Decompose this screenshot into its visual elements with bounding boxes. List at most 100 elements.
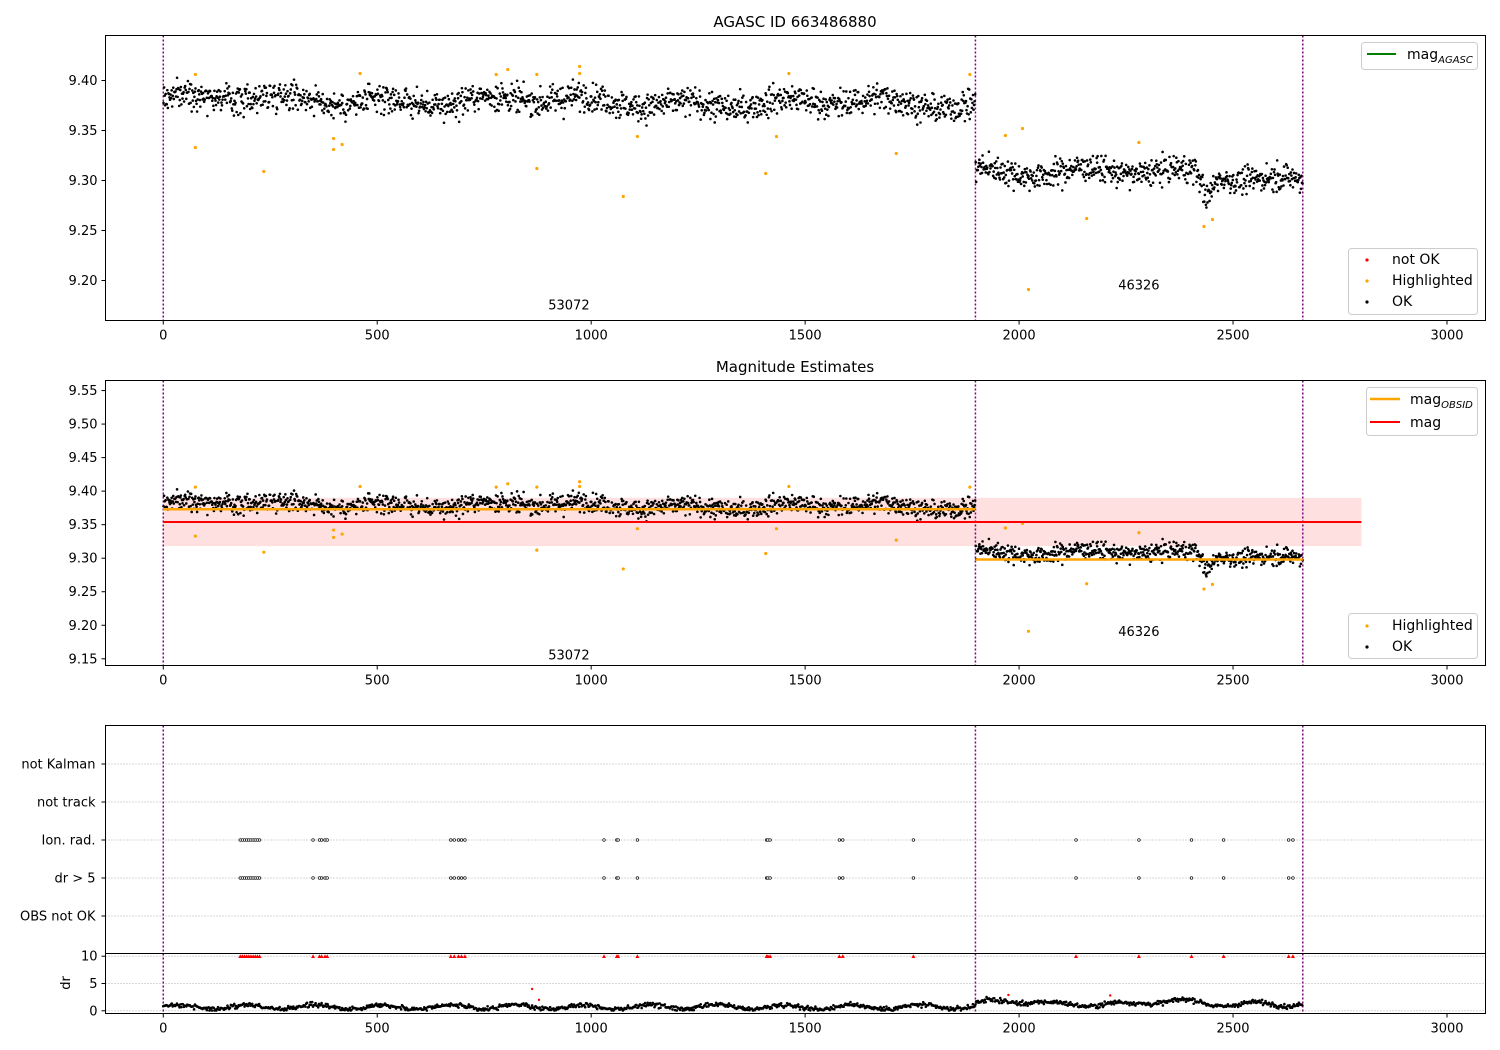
ok-point [1150, 159, 1153, 162]
ok-point [842, 497, 845, 500]
ok-point [1205, 560, 1209, 564]
ok-point [953, 111, 956, 114]
p1-ok-points [162, 76, 1304, 209]
ok-point [278, 83, 282, 86]
ok-point [393, 108, 397, 111]
ok-point [1041, 173, 1045, 177]
ok-point [1017, 165, 1021, 168]
highlighted-point [1085, 216, 1089, 221]
ok-point [1009, 166, 1012, 170]
ok-point [229, 99, 232, 103]
ok-point [718, 500, 722, 503]
dr-point [471, 1005, 475, 1008]
ok-point [261, 103, 264, 107]
legend-ok-marker [1365, 300, 1369, 304]
ok-point [239, 511, 242, 515]
ok-point [906, 99, 909, 103]
ok-point [230, 107, 234, 110]
ok-point [1245, 553, 1249, 557]
dr-point [569, 1005, 572, 1009]
ok-point [962, 93, 966, 97]
ok-point [285, 103, 288, 107]
ok-point [423, 105, 426, 109]
ok-point [1222, 561, 1226, 565]
ok-point [1279, 187, 1282, 190]
ok-point [286, 89, 289, 93]
ok-point [354, 113, 358, 116]
ok-point [508, 107, 512, 111]
ok-point [473, 103, 476, 106]
ok-point [293, 91, 296, 94]
ok-point [873, 102, 877, 106]
ok-point [849, 511, 853, 514]
dr-point [285, 1009, 288, 1012]
ok-point [358, 500, 362, 503]
ok-point [416, 101, 420, 104]
ok-point [515, 110, 518, 114]
ok-point [744, 504, 748, 507]
ok-point [918, 509, 922, 513]
ok-point [580, 90, 584, 94]
ok-point [591, 110, 594, 113]
x-tick-label-3: 1500 [789, 329, 822, 344]
ok-point [528, 93, 532, 97]
ok-point [659, 99, 662, 103]
ok-point [1247, 549, 1250, 553]
ok-point [675, 108, 679, 112]
ok-point [302, 96, 306, 100]
ok-point [747, 111, 751, 115]
ok-point [550, 501, 554, 504]
ok-point [802, 498, 806, 502]
ok-point [1191, 543, 1194, 547]
ok-point [1210, 567, 1214, 571]
ok-point [489, 92, 492, 95]
ok-point [737, 503, 740, 507]
ok-point [1248, 184, 1252, 188]
ok-point [962, 499, 966, 503]
ok-point [961, 497, 965, 501]
ok-point [1068, 158, 1071, 162]
ok-point [1290, 174, 1293, 177]
ok-point [1072, 165, 1075, 169]
ok-point [467, 496, 470, 500]
ok-point [410, 107, 413, 110]
ok-point [1064, 547, 1068, 550]
ok-point [475, 96, 479, 100]
ok-point [641, 109, 645, 113]
ok-point [305, 505, 309, 509]
ok-point [471, 493, 475, 497]
ok-point [548, 85, 552, 88]
ok-point [1161, 171, 1165, 175]
ok-point [400, 99, 404, 103]
ok-point [514, 500, 518, 504]
ok-point [1210, 183, 1214, 187]
ok-point [1289, 171, 1293, 174]
ok-point [361, 501, 365, 504]
flag-label-2: Ion. rad. [42, 834, 96, 849]
ok-point [501, 87, 504, 90]
ok-point [711, 103, 715, 106]
ok-point [993, 166, 997, 170]
ok-point [964, 99, 968, 103]
highlighted-point [764, 551, 768, 556]
ok-point [781, 503, 784, 507]
ok-point [916, 112, 920, 115]
ok-point [1289, 551, 1293, 555]
ok-point [947, 104, 951, 107]
ok-point [1197, 553, 1201, 556]
ok-point [1246, 163, 1249, 166]
ok-point [1228, 174, 1231, 178]
ok-point [358, 94, 362, 98]
ok-point [264, 503, 267, 507]
ok-point [195, 102, 198, 106]
ok-point [170, 496, 173, 500]
ok-point [822, 502, 825, 505]
ok-point [499, 500, 503, 504]
highlighted-point [635, 134, 639, 139]
ok-point [255, 505, 258, 508]
ok-point [182, 100, 186, 103]
ok-point [1115, 186, 1118, 190]
ok-point [203, 98, 206, 101]
ok-point [751, 115, 755, 119]
ok-point [643, 112, 646, 116]
